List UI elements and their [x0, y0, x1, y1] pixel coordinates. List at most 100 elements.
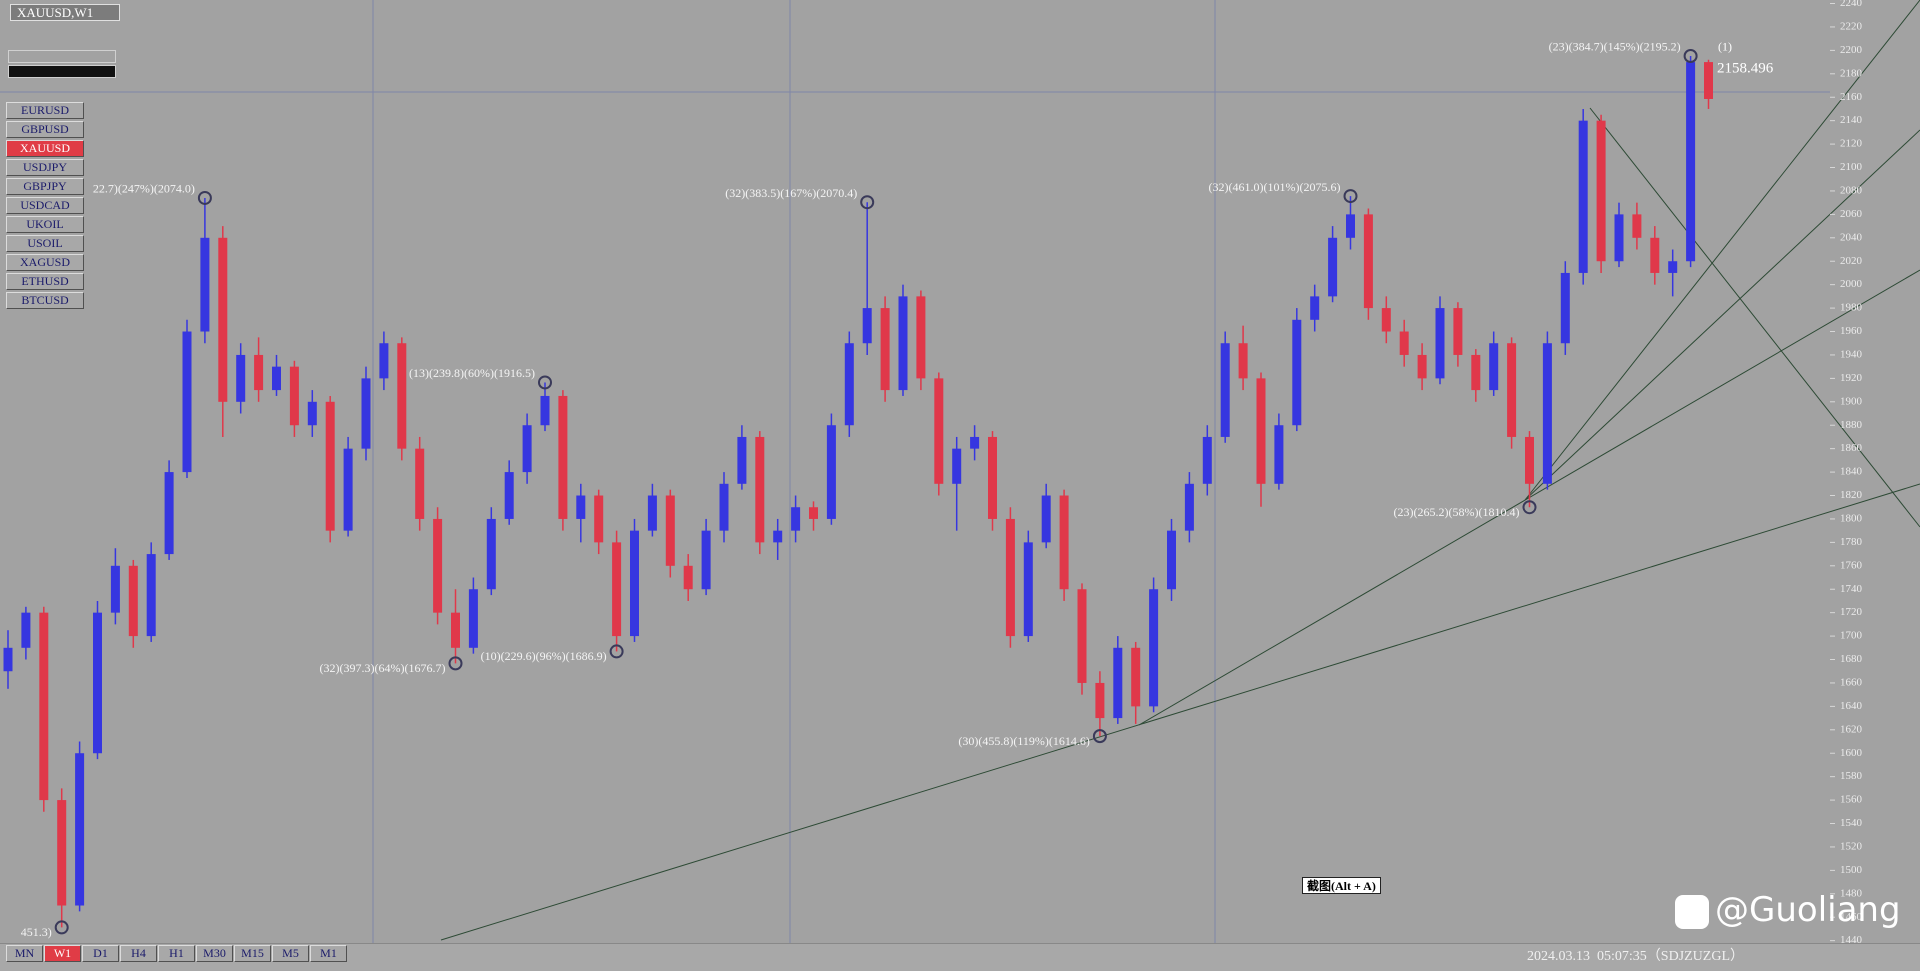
screenshot-button[interactable]: 截图(Alt + A)	[1302, 877, 1381, 894]
toolbar-row[interactable]	[8, 50, 116, 63]
y-tick-label: 1880	[1840, 419, 1863, 431]
candle-body	[1686, 62, 1696, 262]
y-tick-label: 2040	[1840, 231, 1863, 243]
timeframe-button[interactable]: H4	[120, 945, 157, 962]
pivot-annotation: 451.3)	[21, 925, 52, 939]
y-tick-label: 1580	[1840, 770, 1863, 782]
symbol-button[interactable]: USDJPY	[6, 159, 84, 176]
y-tick-label: 1520	[1840, 840, 1863, 852]
y-tick-label: 1600	[1840, 747, 1863, 759]
y-tick-label: 2180	[1840, 67, 1863, 79]
candle-body	[647, 495, 657, 531]
y-tick-label: 1480	[1840, 887, 1863, 899]
pivot-marker	[609, 644, 624, 659]
y-tick-label: 1860	[1840, 442, 1863, 454]
candle-body	[1328, 237, 1338, 297]
candle-body	[773, 530, 783, 543]
candle-body	[1023, 542, 1033, 637]
pivot-marker	[538, 375, 552, 390]
symbol-button[interactable]: GBPJPY	[6, 178, 84, 195]
candle-body	[1489, 343, 1499, 391]
candle-body	[1167, 530, 1176, 590]
candle-body	[826, 425, 836, 519]
y-tick-label: 2160	[1840, 91, 1863, 103]
candle-body	[75, 753, 85, 906]
timeframe-button[interactable]: H1	[158, 945, 195, 962]
candle-body	[683, 565, 693, 590]
y-tick-label: 1760	[1840, 559, 1863, 571]
y-tick-label: 2200	[1840, 44, 1863, 56]
candle-body	[612, 542, 622, 637]
y-tick-label: 2120	[1840, 138, 1863, 150]
candle-body	[379, 343, 389, 379]
symbol-button[interactable]: UKOIL	[6, 216, 84, 233]
pivot-marker	[197, 190, 212, 205]
candle-body	[39, 612, 49, 801]
candle-body	[3, 647, 13, 672]
watermark-icon	[1675, 894, 1709, 929]
candle-body	[898, 296, 908, 391]
y-tick-label: 1740	[1840, 583, 1863, 595]
pivot-annotation: (13)(239.8)(60%)(1916.5)	[409, 366, 535, 380]
timeframe-button[interactable]: M30	[196, 945, 233, 962]
candle-body	[1041, 495, 1051, 543]
watermark-text: @Guoliang	[1715, 890, 1901, 930]
candle-body	[719, 483, 729, 531]
candle-body	[791, 507, 801, 531]
pivot-marker	[1343, 189, 1358, 204]
toolbar[interactable]	[8, 50, 116, 78]
y-tick-label: 1620	[1840, 723, 1863, 735]
candle-body	[1274, 425, 1284, 484]
y-tick-label: 1980	[1840, 302, 1863, 314]
symbol-button[interactable]: EURUSD	[6, 102, 84, 119]
pivot-marker	[1092, 729, 1107, 744]
candle-body	[1596, 120, 1606, 262]
timeframe-button[interactable]: W1	[44, 945, 81, 962]
candle-body	[630, 530, 639, 637]
symbol-button[interactable]: USOIL	[6, 235, 84, 252]
layout-lines	[0, 0, 1830, 943]
y-tick-label: 2100	[1840, 161, 1863, 173]
candle-body	[1256, 378, 1266, 484]
candle-body	[1095, 682, 1105, 719]
candle-body	[916, 296, 926, 379]
candle-body	[1632, 214, 1642, 238]
symbol-button[interactable]: ETHUSD	[6, 273, 84, 290]
candle-body	[576, 495, 586, 519]
candle-body	[934, 378, 944, 484]
symbol-button[interactable]: XAGUSD	[6, 254, 84, 271]
candle-body	[1525, 436, 1534, 484]
candle-body	[325, 401, 335, 531]
y-tick-label: 2240	[1840, 0, 1863, 9]
candle-body	[218, 237, 228, 402]
candle-body	[1578, 120, 1588, 273]
trend-lines	[440, 0, 1920, 941]
candle-body	[1507, 343, 1517, 437]
timeframe-button[interactable]: M1	[310, 945, 347, 962]
timeframe-button[interactable]: M15	[234, 945, 271, 962]
symbol-button[interactable]: BTCUSD	[6, 292, 84, 309]
candle-body	[809, 507, 818, 519]
y-tick-label: 2020	[1840, 255, 1863, 267]
timeframe-button[interactable]: M5	[272, 945, 309, 962]
candle-body	[415, 448, 425, 519]
symbol-button[interactable]: USDCAD	[6, 197, 84, 214]
y-tick-label: 1640	[1840, 700, 1863, 712]
pivot-annotation: (32)(383.5)(167%)(2070.4)	[725, 186, 857, 200]
candle-body	[522, 425, 532, 473]
y-tick-label: 1540	[1840, 817, 1863, 829]
pivot-annotation: (32)(461.0)(101%)(2075.6)	[1209, 180, 1341, 194]
symbol-button[interactable]: XAUUSD	[6, 140, 84, 157]
timeframe-button[interactable]: D1	[82, 945, 119, 962]
timeframe-button[interactable]: MN	[6, 945, 43, 962]
candle-body	[880, 308, 890, 391]
candle-body	[236, 354, 246, 402]
candle-body	[1471, 354, 1481, 391]
symbol-button[interactable]: GBPUSD	[6, 121, 84, 138]
candle-body	[1059, 495, 1069, 590]
pivot-marker	[54, 920, 69, 935]
pivot-annotation: (32)(397.3)(64%)(1676.7)	[320, 661, 446, 675]
candle-body	[289, 366, 299, 426]
candle-body	[1363, 214, 1373, 309]
toolbar-row[interactable]	[8, 65, 116, 78]
